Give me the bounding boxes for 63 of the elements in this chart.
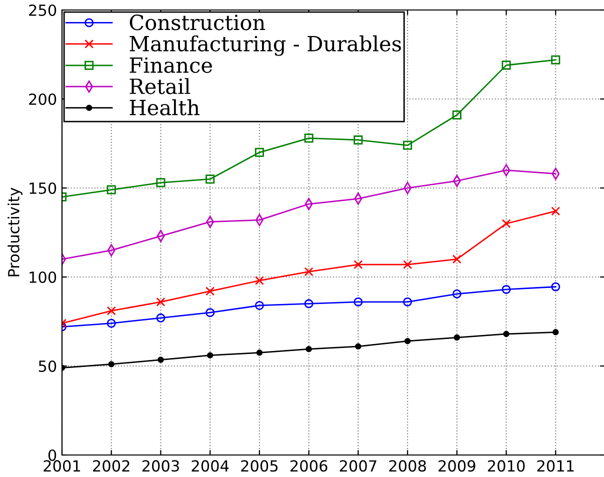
point <box>404 338 411 344</box>
point <box>551 55 560 64</box>
point <box>304 267 314 276</box>
point <box>206 308 215 318</box>
point <box>256 350 263 356</box>
x-tick-label: 2001 <box>44 460 80 472</box>
y-tick-label: 100 <box>30 271 56 284</box>
point <box>156 178 166 188</box>
point <box>206 286 215 296</box>
point <box>254 148 264 157</box>
point <box>156 297 166 306</box>
point <box>551 206 560 216</box>
point <box>403 140 412 150</box>
point <box>502 60 511 70</box>
point <box>551 282 560 292</box>
point <box>452 254 462 264</box>
point <box>254 276 264 286</box>
y-tick-label: 200 <box>29 93 56 106</box>
x-tick-label: 2003 <box>142 460 179 472</box>
point <box>306 346 312 352</box>
point <box>452 110 462 120</box>
point <box>158 356 164 363</box>
point <box>403 260 412 270</box>
x-tick-label: 2011 <box>537 460 574 472</box>
point <box>403 297 412 306</box>
point <box>452 289 462 298</box>
point <box>502 219 511 228</box>
x-tick-label: 2007 <box>340 460 376 472</box>
y-axis-title: Productivity <box>8 188 22 276</box>
point <box>552 329 559 336</box>
point <box>502 284 511 294</box>
point <box>304 134 314 143</box>
point <box>355 343 362 350</box>
point <box>354 135 363 144</box>
x-tick-label: 2002 <box>93 460 130 472</box>
legend-label: Construction <box>130 14 266 30</box>
x-tick-label: 2004 <box>192 460 229 472</box>
point <box>206 352 214 358</box>
point <box>304 299 314 308</box>
point <box>454 334 460 341</box>
legend-label: Manufacturing - Durables <box>130 35 401 56</box>
point <box>106 306 116 316</box>
point <box>106 185 116 194</box>
legend-label: Retail <box>130 78 190 94</box>
y-tick-label: 50 <box>38 360 56 372</box>
point <box>156 313 166 322</box>
y-tick-label: 0 <box>48 449 56 462</box>
point <box>503 330 510 338</box>
y-tick-label: 250 <box>29 4 56 16</box>
x-tick-label: 2006 <box>290 460 328 472</box>
x-tick-label: 2010 <box>488 460 525 472</box>
legend-label: Health <box>130 99 200 116</box>
legend-label: Finance <box>130 57 212 73</box>
point <box>354 297 363 306</box>
x-tick-label: 2005 <box>241 460 278 472</box>
x-tick-label: 2009 <box>438 460 476 472</box>
point <box>106 318 116 328</box>
point <box>206 174 215 184</box>
point <box>108 361 114 368</box>
point <box>354 260 363 270</box>
y-tick-label: 150 <box>30 182 56 194</box>
point <box>254 300 264 310</box>
x-tick-label: 2008 <box>389 460 426 472</box>
